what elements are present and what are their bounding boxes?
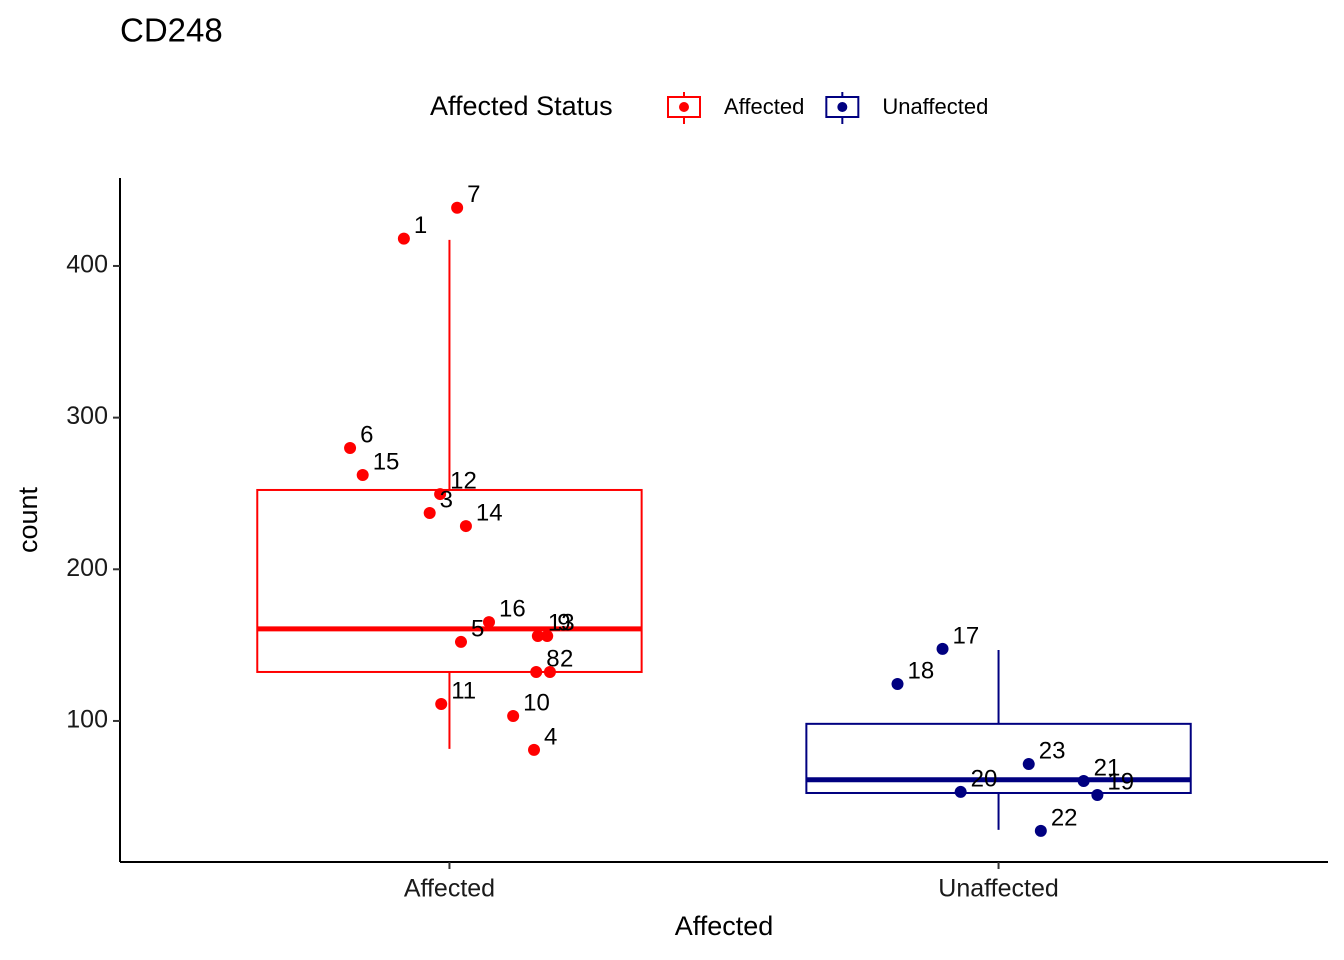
point: [531, 630, 544, 643]
point: [541, 630, 554, 643]
point-label: 8: [546, 645, 559, 672]
point-label: 3: [440, 486, 453, 513]
point-label: 4: [544, 723, 557, 750]
point: [434, 488, 447, 501]
legend: Affected Status Affected Unaffected: [430, 91, 988, 124]
point-label: 6: [360, 421, 373, 448]
point: [435, 697, 448, 710]
point: [454, 635, 467, 648]
point: [423, 507, 436, 520]
point: [543, 665, 556, 678]
point-label: 23: [1039, 737, 1066, 764]
point-label: 5: [471, 615, 484, 642]
x-axis-title: Affected: [675, 911, 774, 941]
y-tick-label: 200: [66, 554, 108, 582]
point-label: 10: [523, 689, 550, 716]
point-label: 12: [450, 467, 477, 494]
legend-key: [679, 102, 689, 112]
point-label: 1: [414, 212, 427, 239]
point-label: 17: [953, 622, 980, 649]
point: [1077, 775, 1090, 788]
box: [256, 488, 643, 673]
point-label: 11: [451, 677, 476, 704]
x-tick-label: Affected: [404, 875, 495, 903]
point: [530, 665, 543, 678]
point: [936, 642, 949, 655]
point-label: 9: [557, 609, 570, 636]
point-label: 18: [908, 657, 935, 684]
point-label: 7: [467, 181, 480, 208]
point: [954, 785, 967, 798]
x-tick-label: Unaffected: [938, 875, 1058, 903]
y-axis-title: count: [13, 486, 43, 553]
point: [507, 709, 520, 722]
legend-label: Affected: [724, 94, 804, 119]
point: [528, 743, 541, 756]
point: [1022, 758, 1035, 771]
point: [459, 520, 472, 533]
point-label: 13: [548, 609, 575, 636]
point: [397, 232, 410, 245]
point: [482, 616, 495, 629]
legend-title: Affected Status: [430, 91, 613, 121]
box: [805, 722, 1192, 794]
point-label: 16: [499, 595, 526, 622]
y-tick-label: 300: [66, 402, 108, 430]
point: [1034, 824, 1047, 837]
point-label: 15: [373, 448, 400, 475]
chart-title: CD248: [120, 12, 223, 49]
point: [356, 468, 369, 481]
point: [451, 201, 464, 214]
y-tick-label: 100: [66, 706, 108, 734]
point-label: 22: [1051, 804, 1078, 831]
legend-key: [837, 102, 848, 112]
point-label: 21: [1094, 754, 1121, 781]
point-label: 20: [971, 765, 998, 792]
point: [344, 441, 357, 454]
point: [891, 677, 904, 690]
point-label: 2: [560, 645, 573, 672]
y-tick-label: 400: [66, 251, 108, 279]
point: [1091, 788, 1104, 801]
point-label: 14: [476, 499, 503, 526]
point-label: 19: [1107, 768, 1134, 795]
legend-label: Unaffected: [882, 94, 988, 119]
